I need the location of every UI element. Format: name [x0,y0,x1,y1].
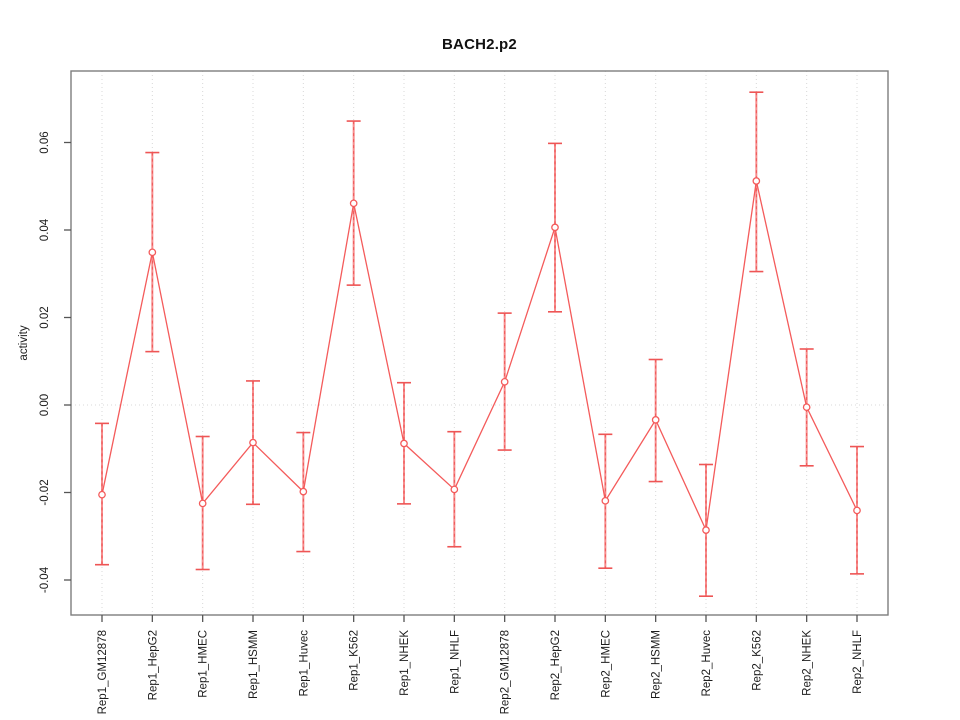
y-tick-label: -0.04 [39,566,51,593]
series-line [101,180,858,533]
plot-box [70,70,889,616]
data-point [98,490,106,499]
data-point [400,439,408,448]
data-point [802,403,811,412]
data-point [450,485,459,494]
category-label: Rep1_K562 [349,630,361,691]
data-point [299,487,308,496]
data-point [551,223,559,232]
data-point [601,496,610,505]
category-label: Rep2_NHEK [802,630,814,696]
data-point [651,416,660,424]
data-point [349,199,358,208]
data-point [500,377,509,386]
category-label: Rep2_K562 [751,630,763,691]
category-label: Rep2_Huvec [701,630,713,697]
y-tick-label: 0.02 [39,306,51,328]
category-label: Rep1_HSMM [248,630,260,699]
category-label: Rep2_GM12878 [500,630,512,714]
data-point [752,177,761,185]
data-point [148,248,157,257]
category-label: Rep1_NHLF [449,630,461,694]
y-tick-label: 0.06 [39,131,51,153]
category-label: Rep1_NHEK [399,630,411,696]
y-tick-label: -0.02 [39,479,51,505]
data-point [249,438,257,447]
y-tick-label: 0.04 [39,218,51,241]
category-label: Rep1_HepG2 [147,630,159,700]
category-label: Rep2_HepG2 [550,630,562,700]
chart-title: BACH2.p2 [442,36,517,53]
category-label: Rep2_HMEC [600,630,612,698]
y-axis-label: activity [18,325,30,360]
data-point [853,506,861,515]
category-label: Rep2_NHLF [852,630,864,694]
category-label: Rep1_Huvec [298,630,310,697]
category-label: Rep1_GM12878 [97,630,109,714]
category-label: Rep1_HMEC [198,630,210,698]
category-label: Rep2_HSMM [651,630,663,699]
data-point [702,526,710,534]
data-point [198,499,207,508]
y-tick-label: 0.00 [39,394,51,416]
